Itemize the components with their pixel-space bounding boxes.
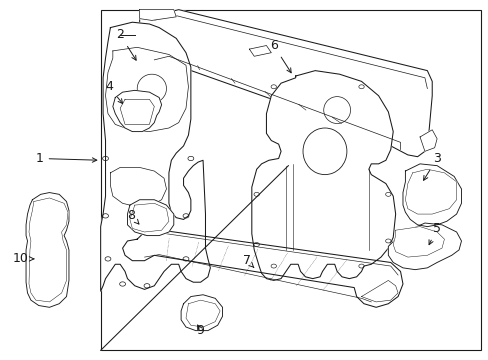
- Polygon shape: [181, 295, 222, 330]
- Polygon shape: [120, 99, 154, 125]
- Bar: [101, 10, 480, 350]
- Polygon shape: [405, 169, 456, 214]
- Polygon shape: [361, 280, 397, 302]
- Polygon shape: [130, 203, 168, 232]
- Polygon shape: [251, 71, 395, 280]
- Polygon shape: [387, 223, 461, 270]
- Text: 2: 2: [116, 28, 136, 60]
- Polygon shape: [101, 22, 210, 291]
- Polygon shape: [419, 130, 436, 151]
- Polygon shape: [29, 198, 68, 302]
- Text: 9: 9: [196, 324, 204, 337]
- Text: 8: 8: [127, 210, 139, 224]
- Polygon shape: [140, 10, 176, 21]
- Text: 7: 7: [243, 254, 253, 267]
- Polygon shape: [110, 167, 166, 207]
- Polygon shape: [249, 45, 271, 56]
- Text: 1: 1: [36, 152, 97, 165]
- Polygon shape: [26, 193, 69, 307]
- Polygon shape: [402, 164, 461, 226]
- Polygon shape: [105, 47, 188, 132]
- Polygon shape: [140, 10, 431, 157]
- Polygon shape: [392, 226, 444, 257]
- Polygon shape: [185, 300, 220, 327]
- Text: 5: 5: [428, 222, 440, 245]
- Polygon shape: [127, 200, 173, 235]
- Text: 6: 6: [269, 39, 290, 73]
- Text: 4: 4: [105, 80, 122, 103]
- Text: 3: 3: [423, 152, 440, 180]
- Polygon shape: [113, 90, 161, 132]
- Polygon shape: [122, 230, 402, 307]
- Text: 10: 10: [12, 252, 34, 265]
